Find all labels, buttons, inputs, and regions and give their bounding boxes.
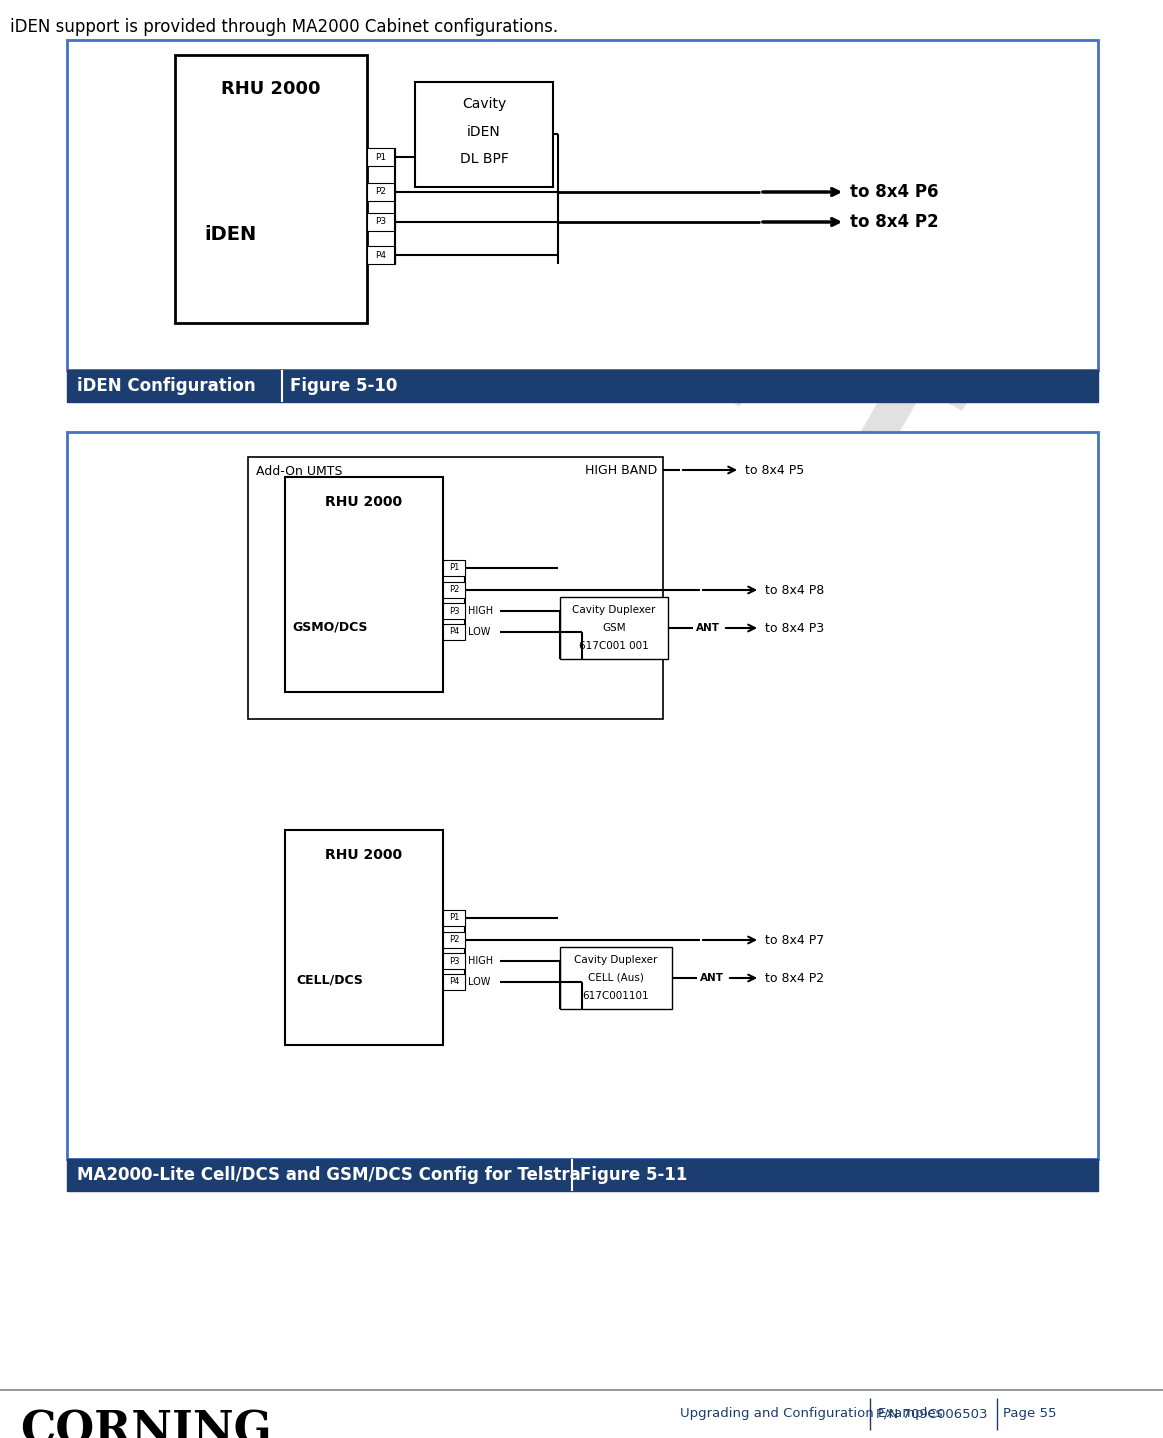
Bar	[443, 932, 465, 948]
Text: RHU 2000: RHU 2000	[326, 848, 402, 861]
Bar	[174, 55, 368, 324]
Text: P2: P2	[376, 187, 386, 197]
Text: LOW: LOW	[468, 976, 491, 986]
Text: Cavity Duplexer: Cavity Duplexer	[572, 605, 656, 615]
Text: Cavity: Cavity	[462, 96, 506, 111]
Bar	[285, 477, 443, 692]
Text: P4: P4	[449, 627, 459, 637]
Text: P1: P1	[449, 564, 459, 572]
Text: DRAFT: DRAFT	[304, 55, 976, 545]
Bar	[443, 974, 465, 989]
Text: Cavity Duplexer: Cavity Duplexer	[575, 955, 658, 965]
Text: CELL (Aus): CELL (Aus)	[588, 974, 644, 984]
Bar	[67, 1159, 1098, 1191]
Text: MA2000-Lite Cell/DCS and GSM/DCS Config for Telstra: MA2000-Lite Cell/DCS and GSM/DCS Config …	[77, 1166, 580, 1183]
Text: HIGH BAND: HIGH BAND	[585, 463, 657, 476]
Bar	[443, 910, 465, 926]
Text: iDEN: iDEN	[204, 226, 256, 244]
Bar	[67, 431, 1098, 1159]
Bar	[443, 559, 465, 577]
Bar	[285, 830, 443, 1045]
Text: P3: P3	[376, 217, 386, 227]
Bar	[368, 183, 395, 201]
Text: to 8x4 P8: to 8x4 P8	[765, 584, 825, 597]
Text: iDEN Configuration: iDEN Configuration	[77, 377, 256, 395]
Text: iDEN support is provided through MA2000 Cabinet configurations.: iDEN support is provided through MA2000 …	[10, 19, 558, 36]
Text: iDEN: iDEN	[468, 125, 501, 139]
Bar	[67, 40, 1098, 370]
Text: CORNING: CORNING	[20, 1411, 272, 1438]
Bar	[443, 624, 465, 640]
Text: Page 55: Page 55	[1003, 1408, 1056, 1421]
Bar	[443, 603, 465, 618]
Bar	[443, 582, 465, 598]
Text: HIGH: HIGH	[468, 956, 493, 966]
Text: DRAFT: DRAFT	[35, 532, 965, 1208]
Bar	[443, 953, 465, 969]
Bar	[248, 457, 663, 719]
Text: GSMO/DCS: GSMO/DCS	[292, 621, 368, 634]
Text: P3: P3	[449, 956, 459, 965]
Text: to 8x4 P2: to 8x4 P2	[850, 213, 939, 232]
Text: CELL/DCS: CELL/DCS	[297, 974, 363, 986]
Bar	[67, 370, 1098, 403]
Text: P2: P2	[449, 936, 459, 945]
Bar	[368, 213, 395, 232]
Text: P4: P4	[376, 250, 386, 259]
Text: Add-On UMTS: Add-On UMTS	[256, 464, 342, 477]
Text: ANT: ANT	[695, 623, 720, 633]
Text: Upgrading and Configuration Examples: Upgrading and Configuration Examples	[680, 1408, 942, 1421]
Text: to 8x4 P3: to 8x4 P3	[765, 621, 825, 634]
Text: Figure 5-10: Figure 5-10	[290, 377, 398, 395]
Text: P3: P3	[449, 607, 459, 615]
Text: RHU 2000: RHU 2000	[326, 495, 402, 509]
Text: GSM: GSM	[602, 623, 626, 633]
Text: Figure 5-11: Figure 5-11	[580, 1166, 687, 1183]
Bar	[561, 948, 672, 1009]
Text: P1: P1	[376, 152, 386, 161]
Text: HIGH: HIGH	[468, 605, 493, 615]
Bar	[368, 246, 395, 265]
Bar	[368, 148, 395, 165]
Text: DL BPF: DL BPF	[459, 152, 508, 165]
Text: LOW: LOW	[468, 627, 491, 637]
Bar	[415, 82, 552, 187]
Text: to 8x4 P2: to 8x4 P2	[765, 972, 825, 985]
Text: P2: P2	[449, 585, 459, 594]
Text: to 8x4 P7: to 8x4 P7	[765, 933, 825, 946]
Bar	[561, 597, 668, 659]
Text: 617C001 001: 617C001 001	[579, 641, 649, 651]
Text: P4: P4	[449, 978, 459, 986]
Text: to 8x4 P5: to 8x4 P5	[745, 463, 805, 476]
Text: 617C001101: 617C001101	[583, 991, 649, 1001]
Text: RHU 2000: RHU 2000	[221, 81, 321, 98]
Text: P/N 709C006503: P/N 709C006503	[876, 1408, 987, 1421]
Text: P1: P1	[449, 913, 459, 923]
Text: to 8x4 P6: to 8x4 P6	[850, 183, 939, 201]
Text: ANT: ANT	[700, 974, 725, 984]
